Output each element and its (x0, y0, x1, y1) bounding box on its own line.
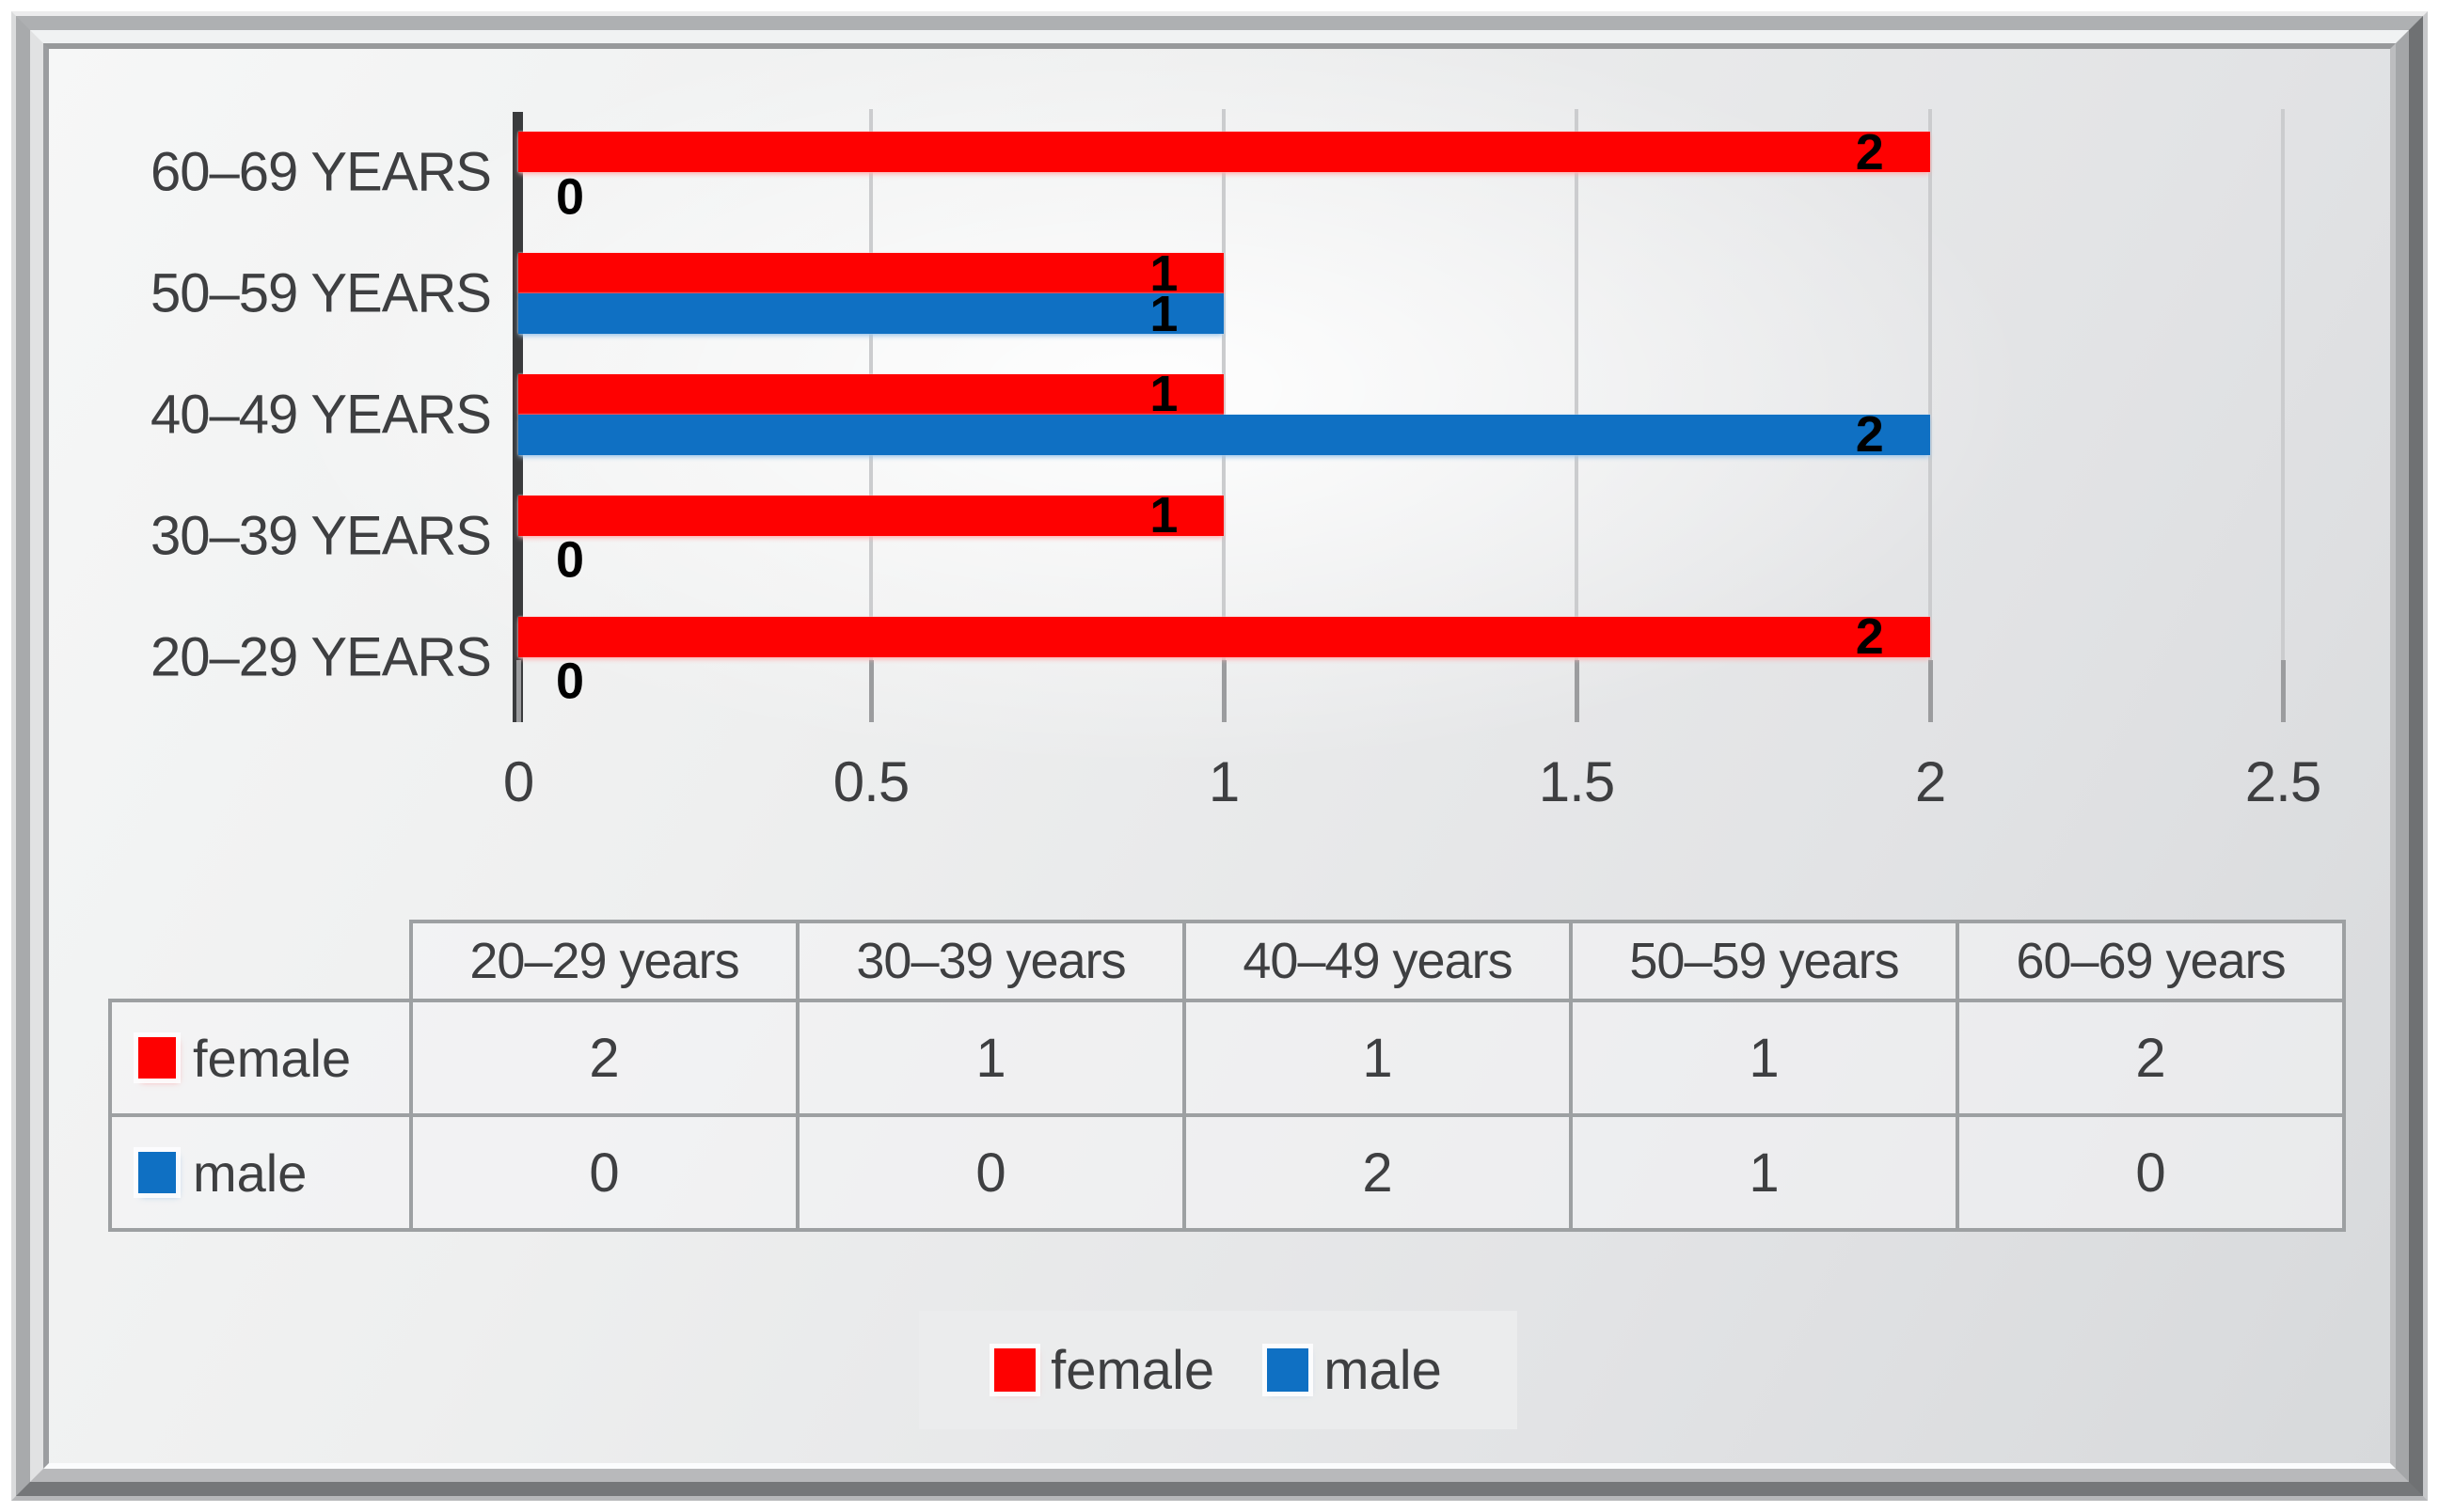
bar-female: 1 (518, 248, 1225, 299)
legend-item-female: female (994, 1339, 1214, 1402)
table-header-cell: 50–59 years (1569, 920, 1959, 1002)
bar-male: 2 (518, 409, 1930, 460)
bar-data-label: 0 (556, 168, 584, 226)
bar-data-label: 2 (1855, 608, 1884, 666)
table-header-row: 20–29 years 30–39 years 40–49 years 50–59 y… (110, 920, 2346, 1002)
table-row-male: male 0 0 2 1 0 (108, 1113, 2346, 1232)
legend-item-male: male (1267, 1339, 1442, 1402)
data-table: 20–29 years 30–39 years 40–49 years 50–59 y… (108, 920, 2346, 1232)
value-axis-label: 0.5 (832, 750, 910, 813)
table-row-label-cell: male (108, 1113, 413, 1232)
frame-inner-lip: 60–69 YEARS 50–59 YEARS 40–49 YEARS 30–39 Y… (43, 43, 2396, 1469)
table-header-cell: 30–39 years (796, 920, 1186, 1002)
bar-female: 1 (518, 490, 1225, 541)
category-axis-label: 60–69 YEARS (150, 141, 492, 203)
gridline (2281, 109, 2285, 660)
table-row-label-cell: female (108, 999, 413, 1117)
table-corner-cell (110, 921, 413, 1002)
table-value-cell: 1 (1182, 999, 1573, 1117)
bar-data-label: 2 (1855, 123, 1884, 181)
table-value-cell: 2 (1182, 1113, 1573, 1232)
table-value-cell: 1 (1569, 1113, 1959, 1232)
bar-data-label: 1 (1149, 487, 1178, 544)
table-header-cell: 40–49 years (1182, 920, 1573, 1002)
bar-female: 2 (518, 611, 1930, 662)
category-axis-label: 30–39 YEARS (150, 505, 492, 567)
bar-female: 1 (518, 369, 1225, 419)
axis-tick (2281, 660, 2286, 722)
axis-tick (516, 660, 521, 722)
series-name-label: female (193, 1028, 352, 1088)
table-header-cell: 20–29 years (409, 920, 800, 1002)
value-axis-label: 2.5 (2244, 750, 2321, 813)
gridline (1928, 109, 1932, 660)
frame-band-light: 60–69 YEARS 50–59 YEARS 40–49 YEARS 30–39 Y… (30, 30, 2409, 1482)
table-row-female: female 2 1 1 1 2 (108, 999, 2346, 1117)
frame-band-dark: 60–69 YEARS 50–59 YEARS 40–49 YEARS 30–39 Y… (16, 16, 2423, 1496)
axis-tick (869, 660, 874, 722)
value-axis-label: 1.5 (1538, 750, 1615, 813)
value-axis-label: 0 (502, 750, 534, 813)
table-value-cell: 1 (796, 999, 1186, 1117)
chart-legend: female male (919, 1311, 1517, 1429)
axis-tick (1222, 660, 1227, 722)
bar-data-label: 2 (1855, 406, 1884, 464)
category-axis-label: 20–29 YEARS (150, 626, 492, 688)
female-legend-swatch-icon (994, 1348, 1037, 1392)
axis-tick (1928, 660, 1933, 722)
table-value-cell: 2 (409, 999, 800, 1117)
bar-data-label: 1 (1149, 244, 1178, 302)
value-axis-label: 1 (1208, 750, 1240, 813)
table-value-cell: 0 (409, 1113, 800, 1232)
gridline (1575, 109, 1578, 660)
legend-label: female (1051, 1339, 1215, 1401)
male-legend-swatch-icon (1267, 1348, 1309, 1392)
chart-canvas: 60–69 YEARS 50–59 YEARS 40–49 YEARS 30–39 Y… (49, 49, 2390, 1463)
male-series-swatch-icon (138, 1152, 176, 1193)
category-axis-label: 40–49 YEARS (150, 384, 492, 446)
bar-female: 2 (518, 127, 1930, 178)
bar-data-label: 1 (1149, 285, 1178, 342)
frame-outer-edge: 60–69 YEARS 50–59 YEARS 40–49 YEARS 30–39 Y… (11, 11, 2428, 1501)
female-series-swatch-icon (138, 1037, 176, 1079)
table-value-cell: 2 (1956, 999, 2346, 1117)
bar-data-label: 0 (556, 653, 584, 710)
legend-label: male (1323, 1339, 1442, 1401)
bar-male: 1 (518, 289, 1225, 339)
bar-data-label: 1 (1149, 366, 1178, 423)
table-value-cell: 0 (796, 1113, 1186, 1232)
value-axis-label: 2 (1914, 750, 1946, 813)
bar-data-label: 0 (556, 531, 584, 589)
category-axis-line (513, 112, 523, 722)
series-name-label: male (193, 1142, 308, 1203)
table-header-cell: 60–69 years (1956, 920, 2346, 1002)
table-value-cell: 1 (1569, 999, 1959, 1117)
axis-tick (1575, 660, 1579, 722)
category-axis-label: 50–59 YEARS (150, 262, 492, 324)
table-value-cell: 0 (1956, 1113, 2346, 1232)
